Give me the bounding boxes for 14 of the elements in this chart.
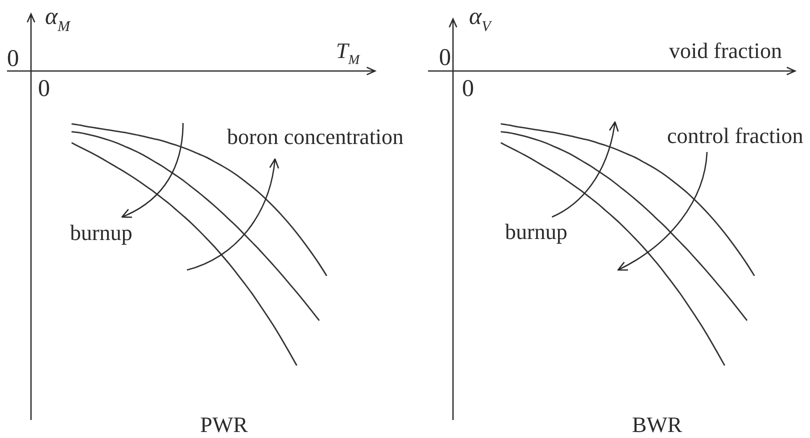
text: BWR — [632, 412, 682, 437]
y-axis-title: α$_{M}$ — [45, 4, 72, 35]
annotation: burnup — [70, 220, 132, 245]
annotation: burnup — [505, 219, 568, 244]
text: 0 — [439, 45, 451, 71]
text: PWR — [200, 412, 248, 437]
x-axis-title: void fraction — [669, 38, 782, 63]
annotation: control fraction — [667, 123, 804, 148]
annotation: boron concentration — [227, 124, 404, 149]
annotation: 0 — [38, 76, 50, 102]
text: 0 — [7, 46, 19, 72]
annotation: 0 — [462, 76, 474, 102]
x-axis-title: T$_{M}$ — [336, 38, 360, 68]
y-axis-title: α$_{V}$ — [469, 4, 493, 35]
